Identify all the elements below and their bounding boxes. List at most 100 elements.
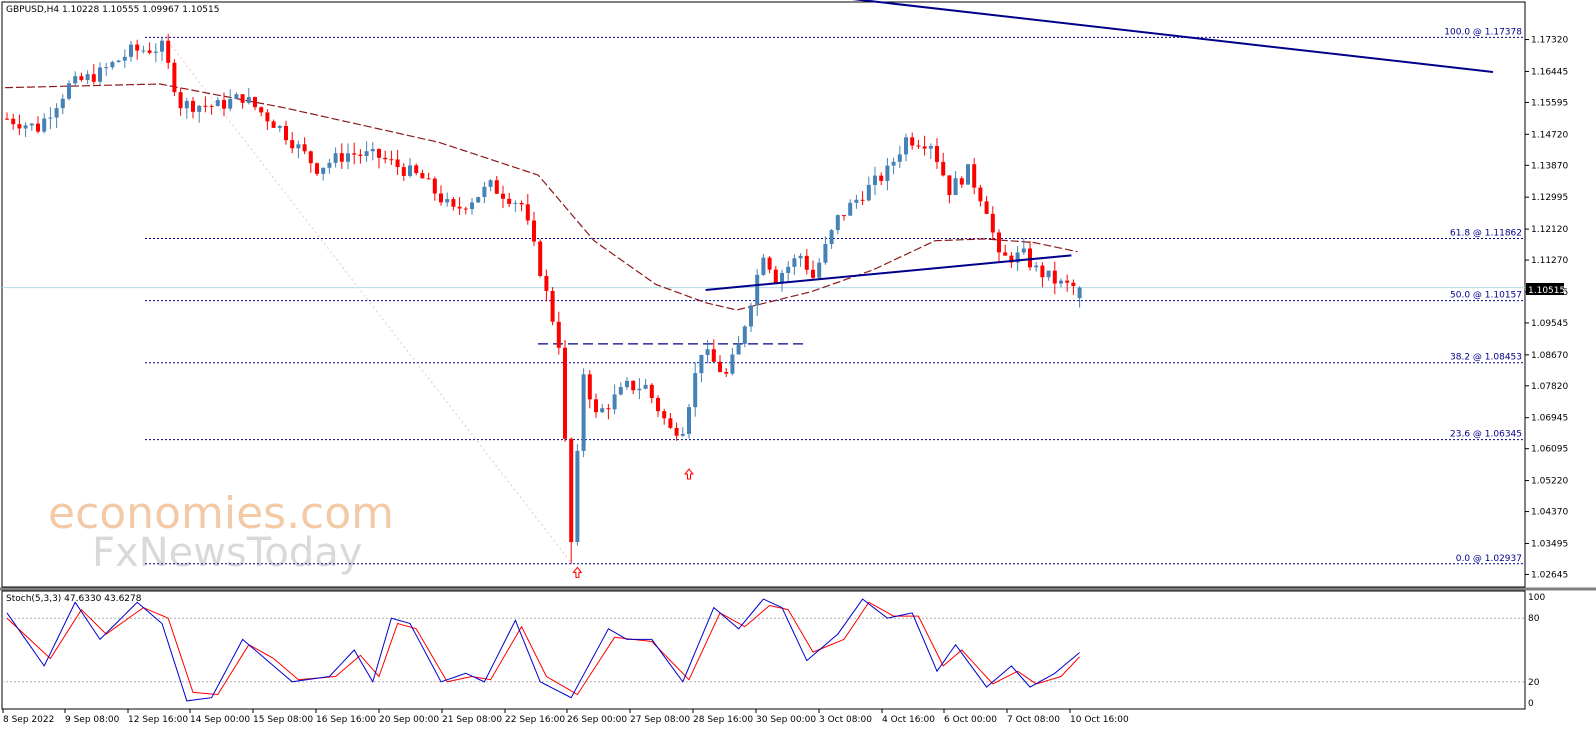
candle-body <box>749 305 753 327</box>
time-tick-label: 16 Sep 16:00 <box>316 715 376 725</box>
candle-body <box>451 199 456 207</box>
candle-body <box>990 213 995 233</box>
candle-body <box>501 193 505 199</box>
candle-body <box>48 117 53 119</box>
candle-body <box>1015 252 1020 263</box>
candle-body <box>519 202 524 205</box>
candle-body <box>513 202 518 204</box>
candle-body <box>575 450 580 543</box>
candle-body <box>1052 270 1057 284</box>
candle-body <box>333 153 338 163</box>
candle-body <box>550 290 555 322</box>
candle-body <box>129 44 133 57</box>
moving-average-layer <box>4 83 1078 311</box>
candle-body <box>916 145 921 147</box>
candle-body <box>910 137 915 146</box>
fib-label: 50.0 @ 1.10157 <box>1450 291 1522 301</box>
candle-body <box>85 74 90 81</box>
candle-body <box>482 186 487 198</box>
candle-body <box>222 100 226 109</box>
price-tick-label: 1.12995 <box>1531 193 1568 203</box>
candle-body <box>277 125 282 128</box>
candle-body <box>804 255 809 270</box>
time-tick-label: 14 Sep 00:00 <box>190 715 250 725</box>
stoch-tick-label: 80 <box>1528 614 1540 624</box>
candle-body <box>885 165 890 181</box>
candle-body <box>401 167 406 176</box>
candle-body <box>463 208 468 210</box>
candle-body <box>922 146 927 149</box>
candle-body <box>141 50 146 52</box>
candle-body <box>668 418 673 428</box>
candle-body <box>1003 252 1008 256</box>
price-tick-label: 1.02645 <box>1531 570 1568 580</box>
candle-body <box>339 153 344 162</box>
candle-body <box>302 144 307 152</box>
watermark-sub-brand: FxNewsToday <box>92 530 362 576</box>
trendline <box>852 0 1494 73</box>
fib-anchor-line <box>164 37 573 564</box>
candle-body <box>153 51 158 53</box>
candle-body <box>395 159 400 168</box>
candle-body <box>1028 248 1032 268</box>
price-tick-label: 1.17320 <box>1531 36 1568 46</box>
candle-body <box>966 164 970 185</box>
candle-body <box>643 384 648 389</box>
time-tick-label: 27 Sep 08:00 <box>630 715 690 725</box>
candle-body <box>953 178 958 196</box>
candle-body <box>773 269 778 283</box>
candle-body <box>984 201 989 214</box>
candle-body <box>265 112 270 122</box>
candle-body <box>860 199 865 201</box>
candle-body <box>687 407 691 434</box>
candle-body <box>873 175 877 185</box>
up-arrow-marker <box>683 468 695 480</box>
candle-body <box>91 74 96 82</box>
candle-body <box>854 199 859 203</box>
candle-body <box>209 105 214 107</box>
candle-body <box>383 157 388 160</box>
fib-label: 100.0 @ 1.17378 <box>1444 27 1522 37</box>
price-tick-label: 1.12120 <box>1531 225 1568 235</box>
candle-body <box>296 144 301 149</box>
candle-body <box>532 220 536 242</box>
time-tick-label: 26 Sep 00:00 <box>567 715 627 725</box>
candle-body <box>408 165 412 176</box>
candle-body <box>625 380 629 388</box>
time-tick-label: 15 Sep 08:00 <box>253 715 313 725</box>
candle-body <box>674 427 679 436</box>
time-tick-label: 8 Sep 2022 <box>3 715 54 725</box>
trendline <box>705 254 1072 291</box>
candle-body <box>122 56 127 61</box>
candle-body <box>5 118 9 120</box>
candle-body <box>321 167 326 174</box>
candle-body <box>823 243 828 263</box>
candle-body <box>563 347 567 439</box>
candle-body <box>271 121 276 128</box>
candle-body <box>1046 270 1051 278</box>
candle-body <box>110 62 115 68</box>
candle-body <box>835 215 840 231</box>
candle-body <box>730 354 735 374</box>
candle-body <box>445 199 450 203</box>
candle-body <box>98 67 102 82</box>
price-tick-label: 1.03495 <box>1531 539 1568 549</box>
candle-body <box>352 153 357 155</box>
candle-body <box>178 92 183 109</box>
candle-body <box>606 408 611 410</box>
candle-body <box>377 149 381 158</box>
stoch-tick-label: 100 <box>1528 593 1545 603</box>
up-arrow-marker <box>572 566 583 578</box>
candle-body <box>104 67 109 69</box>
candle-body <box>73 76 78 84</box>
time-tick-label: 21 Sep 08:00 <box>442 715 502 725</box>
candle-body <box>792 258 797 267</box>
candle-body <box>544 275 549 291</box>
candle-body <box>420 173 425 179</box>
candle-body <box>891 161 896 166</box>
candle-body <box>569 438 574 543</box>
candle-body <box>866 184 871 201</box>
candle-body <box>184 100 189 109</box>
candle-body <box>941 161 946 176</box>
